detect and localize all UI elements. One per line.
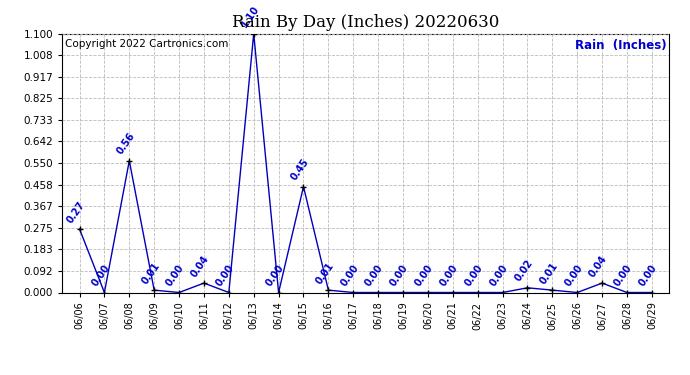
Text: 0.00: 0.00 <box>339 263 360 288</box>
Text: 0.00: 0.00 <box>413 263 435 288</box>
Text: 0.01: 0.01 <box>538 261 560 286</box>
Text: Rain  (Inches): Rain (Inches) <box>575 39 667 52</box>
Text: 0.00: 0.00 <box>164 263 186 288</box>
Text: 0.27: 0.27 <box>65 200 87 225</box>
Text: 0.04: 0.04 <box>587 254 609 279</box>
Text: 0.00: 0.00 <box>264 263 286 288</box>
Text: 0.00: 0.00 <box>637 263 659 288</box>
Text: 0.00: 0.00 <box>90 263 112 288</box>
Text: 0.00: 0.00 <box>364 263 386 288</box>
Text: Copyright 2022 Cartronics.com: Copyright 2022 Cartronics.com <box>65 39 228 49</box>
Text: 0.00: 0.00 <box>562 263 584 288</box>
Text: 0.56: 0.56 <box>115 131 137 156</box>
Text: 1.10: 1.10 <box>239 4 261 30</box>
Text: 0.01: 0.01 <box>139 261 161 286</box>
Text: 0.00: 0.00 <box>214 263 236 288</box>
Text: 0.00: 0.00 <box>488 263 510 288</box>
Text: 0.02: 0.02 <box>513 258 535 284</box>
Text: 0.45: 0.45 <box>289 157 311 182</box>
Text: 0.00: 0.00 <box>438 263 460 288</box>
Text: 0.00: 0.00 <box>388 263 411 288</box>
Text: 0.01: 0.01 <box>314 261 335 286</box>
Text: 0.00: 0.00 <box>463 263 485 288</box>
Text: 0.00: 0.00 <box>612 263 634 288</box>
Text: 0.04: 0.04 <box>189 254 211 279</box>
Title: Rain By Day (Inches) 20220630: Rain By Day (Inches) 20220630 <box>232 14 500 31</box>
